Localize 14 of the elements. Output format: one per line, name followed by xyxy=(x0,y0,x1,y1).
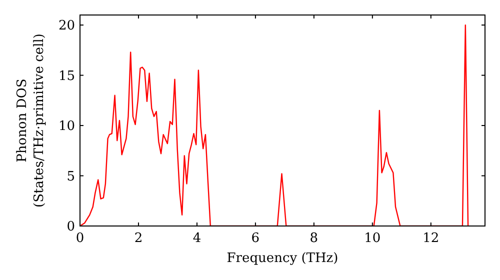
x-tick-label: 6 xyxy=(251,231,260,246)
y-tick-label: 10 xyxy=(58,119,75,134)
x-tick-label: 2 xyxy=(134,231,143,246)
x-tick-label: 12 xyxy=(422,231,440,246)
line-series xyxy=(80,24,469,226)
x-tick-label: 8 xyxy=(310,231,318,246)
y-axis-title: Phonon DOS (States/THz·primitive cell) xyxy=(15,33,47,208)
y-tick-label: 0 xyxy=(66,220,75,234)
x-tick-label: 4 xyxy=(192,231,202,246)
y-tick-label: 15 xyxy=(58,68,75,84)
y-tick-label: 20 xyxy=(58,18,75,34)
x-tick-label: 10 xyxy=(364,231,381,246)
y-tick-label: 5 xyxy=(66,169,75,184)
x-axis-title: Frequency (THz) xyxy=(226,251,338,266)
